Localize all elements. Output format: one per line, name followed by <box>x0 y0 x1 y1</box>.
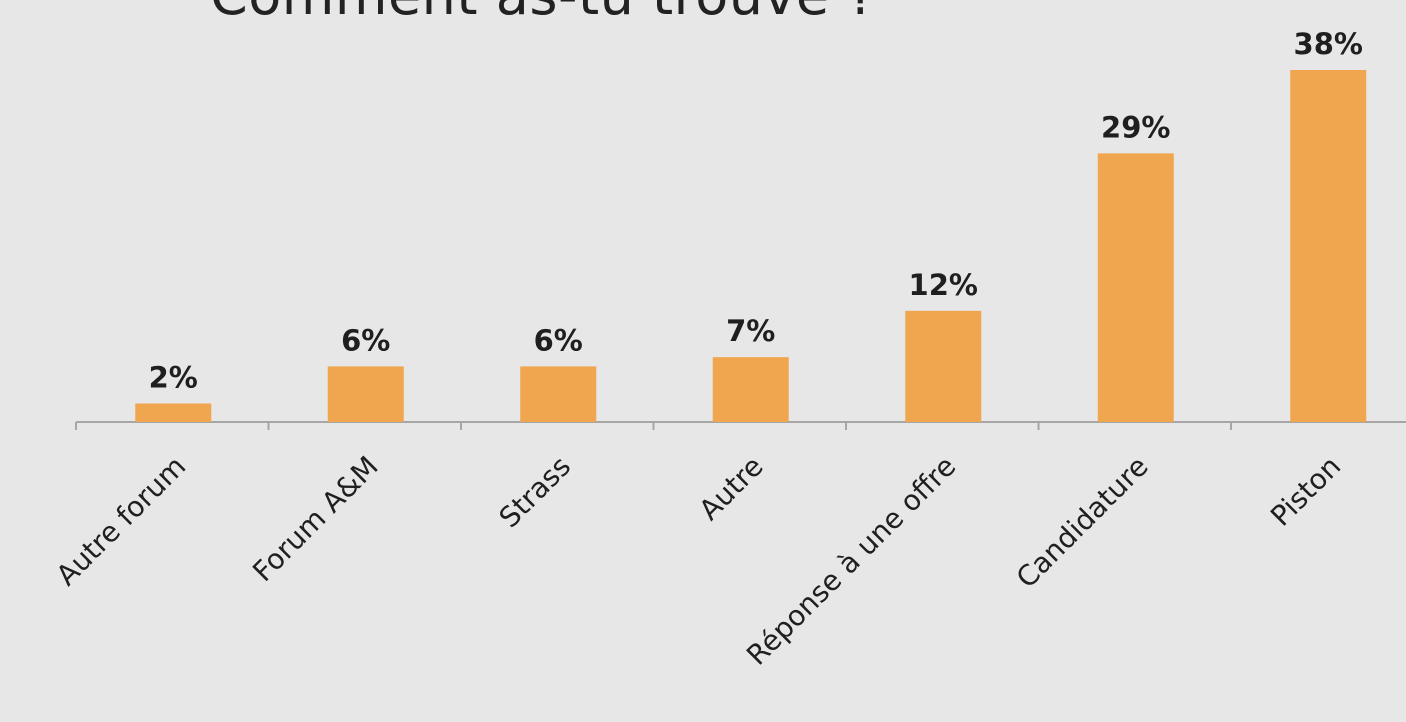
bar-data-label: 12% <box>909 268 978 302</box>
x-tick-label: Autre forum <box>50 450 192 592</box>
bar-data-label: 7% <box>726 314 775 348</box>
bar <box>1097 153 1174 423</box>
bar <box>1290 70 1367 422</box>
bar-data-label: 38% <box>1294 27 1363 61</box>
bar <box>327 366 404 422</box>
chart-title: Comment as-tu trouvé ? <box>210 0 876 27</box>
x-tick-label: Strass <box>493 450 578 535</box>
x-tick-label: Autre <box>693 450 770 527</box>
x-tick-label: Candidature <box>1010 450 1155 595</box>
bar-data-label: 2% <box>149 360 198 394</box>
bar <box>712 357 789 422</box>
bar-data-label: 6% <box>341 323 390 357</box>
bar <box>135 403 212 422</box>
bar <box>520 366 597 422</box>
x-tick-label: Piston <box>1264 450 1347 533</box>
bar <box>905 310 982 422</box>
x-tick-label: Réponse à une offre <box>740 450 962 672</box>
bar-data-label: 6% <box>534 323 583 357</box>
bar-data-label: 29% <box>1101 110 1170 144</box>
x-tick-label: Forum A&M <box>246 450 384 588</box>
